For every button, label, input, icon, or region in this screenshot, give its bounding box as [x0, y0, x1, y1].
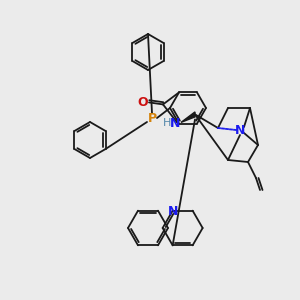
Text: H: H [163, 118, 171, 128]
Text: O: O [138, 96, 148, 109]
Text: N: N [170, 117, 180, 130]
Text: N: N [167, 205, 178, 218]
Polygon shape [181, 112, 195, 122]
Text: N: N [235, 124, 245, 136]
Text: P: P [147, 112, 157, 124]
